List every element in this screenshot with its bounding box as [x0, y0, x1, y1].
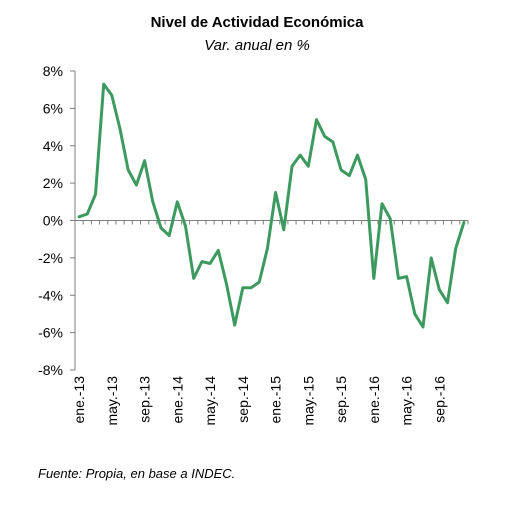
- data-point: [462, 221, 466, 224]
- x-tick-label: ene.-14: [169, 376, 185, 424]
- x-tick-label: may.-14: [202, 376, 218, 426]
- data-point: [331, 140, 335, 144]
- data-point: [77, 215, 81, 218]
- data-point: [118, 127, 122, 131]
- y-tick-label: -8%: [38, 362, 63, 378]
- y-tick-label: -2%: [38, 250, 63, 266]
- data-point: [266, 247, 269, 250]
- y-tick-label: 2%: [43, 175, 63, 191]
- data-point: [233, 323, 236, 327]
- data-point: [94, 193, 97, 196]
- x-tick-label: sep.-16: [431, 376, 447, 423]
- data-point: [413, 312, 416, 316]
- data-point: [282, 228, 285, 232]
- data-point: [184, 224, 187, 228]
- x-tick-label: may.-13: [104, 376, 120, 426]
- data-point: [307, 165, 310, 168]
- data-point: [389, 217, 392, 220]
- y-tick-label: 6%: [43, 100, 63, 116]
- data-point: [110, 94, 114, 97]
- data-point: [225, 282, 228, 286]
- data-point: [217, 249, 220, 252]
- data-point: [356, 153, 359, 157]
- data-point: [364, 178, 367, 181]
- data-point: [143, 159, 146, 162]
- data-point: [339, 168, 343, 172]
- data-point: [102, 82, 105, 86]
- data-point: [380, 202, 384, 205]
- data-point: [159, 226, 163, 230]
- data-point: [249, 286, 253, 289]
- data-point: [405, 275, 408, 278]
- data-point: [274, 191, 277, 194]
- data-point: [241, 286, 245, 289]
- chart-title: Nivel de Actividad Económica: [150, 14, 364, 31]
- x-tick-label: ene.-13: [71, 376, 87, 424]
- data-point: [135, 183, 138, 187]
- data-point: [151, 200, 154, 204]
- data-point: [421, 325, 425, 329]
- data-point: [192, 277, 195, 280]
- data-point: [200, 260, 204, 263]
- y-tick-label: 0%: [43, 213, 63, 229]
- x-tick-label: sep.-14: [235, 376, 251, 423]
- data-point: [208, 262, 212, 265]
- data-point: [298, 153, 302, 157]
- x-tick-label: may.-16: [399, 376, 415, 426]
- data-point: [454, 247, 457, 250]
- data-point: [446, 301, 449, 304]
- data-point: [323, 135, 326, 138]
- series-line: [77, 82, 466, 329]
- x-tick-label: ene.-16: [366, 376, 382, 424]
- x-tick-label: ene.-15: [268, 376, 284, 424]
- data-point: [397, 277, 400, 280]
- y-tick-label: -6%: [38, 325, 63, 341]
- x-tick-label: sep.-13: [137, 376, 153, 423]
- data-point: [348, 174, 351, 177]
- data-point: [429, 256, 433, 260]
- y-tick-label: 8%: [43, 63, 63, 79]
- data-point: [127, 168, 130, 172]
- y-tick-label: -4%: [38, 287, 63, 303]
- data-point: [86, 212, 89, 216]
- x-tick-label: sep.-15: [333, 376, 349, 423]
- x-tick-label: may.-15: [300, 376, 316, 426]
- data-point: [290, 165, 294, 168]
- data-point: [176, 200, 179, 204]
- y-tick-label: 4%: [43, 138, 63, 154]
- data-point: [167, 234, 171, 237]
- data-point: [315, 118, 318, 121]
- data-point: [438, 288, 441, 291]
- data-point: [258, 280, 261, 284]
- chart-subtitle: Var. anual en %: [204, 37, 310, 54]
- source-note: Fuente: Propia, en base a INDEC.: [38, 466, 236, 481]
- data-point: [372, 277, 376, 280]
